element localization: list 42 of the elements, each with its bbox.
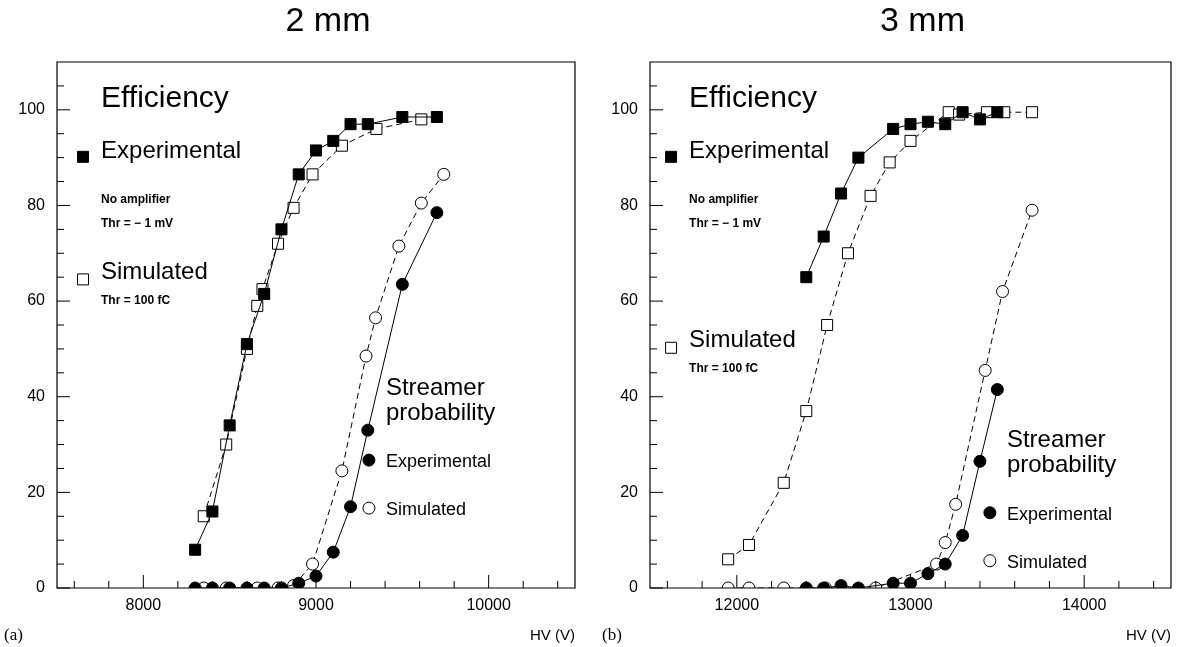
y-tick-label: 60: [27, 291, 46, 309]
legend-label: Experimental: [689, 136, 830, 164]
x-tick-label: 8000: [125, 596, 162, 614]
annotation: Streamer probability: [385, 372, 496, 425]
legend-label: Simulated: [101, 257, 208, 285]
y-tick-label: 100: [611, 100, 639, 118]
y-tick-label: 80: [620, 195, 639, 213]
x-tick-label: 13000: [888, 596, 933, 614]
x-tick-label: 14000: [1061, 596, 1107, 614]
legend-label: Experimental: [101, 136, 242, 164]
y-tick-label: 20: [620, 482, 639, 500]
annotation: No amplifier: [101, 192, 171, 207]
annotation: Efficiency: [689, 80, 817, 114]
y-tick-label: 40: [27, 387, 46, 405]
legend-label: Simulated: [689, 325, 796, 353]
y-tick-label: 0: [629, 578, 639, 596]
annotation: No amplifier: [689, 192, 759, 207]
annotation: Streamer probability: [1006, 425, 1117, 478]
annotation: Thr = 100 fC: [689, 361, 759, 376]
text: (a): [4, 625, 23, 645]
x-tick-label: 12000: [714, 596, 760, 614]
y-tick-label: 20: [27, 482, 46, 500]
x-tick-label: 9000: [298, 596, 334, 614]
y-tick-label: 40: [620, 387, 639, 405]
chart-title: 3 mm: [880, 0, 965, 39]
y-tick-label: 60: [620, 291, 639, 309]
annotation: Thr = 100 fC: [101, 292, 171, 307]
x-axis-title: HV (V): [530, 626, 575, 644]
annotation: Efficiency: [101, 80, 229, 114]
y-tick-label: 100: [18, 100, 46, 118]
legend-label: Simulated: [385, 499, 466, 520]
legend-label: Experimental: [1006, 503, 1112, 524]
chart-title: 2 mm: [285, 0, 371, 39]
y-tick-label: 80: [27, 195, 46, 213]
x-tick-label: 10000: [466, 596, 512, 614]
annotation: Thr = − 1 mV: [101, 216, 174, 231]
legend-label: Experimental: [385, 451, 491, 472]
x-axis-title: HV (V): [1126, 626, 1171, 644]
legend-label: Simulated: [1006, 551, 1087, 572]
y-tick-label: 0: [36, 578, 46, 596]
text: (b): [602, 625, 622, 645]
annotation: Thr = − 1 mV: [689, 216, 762, 231]
